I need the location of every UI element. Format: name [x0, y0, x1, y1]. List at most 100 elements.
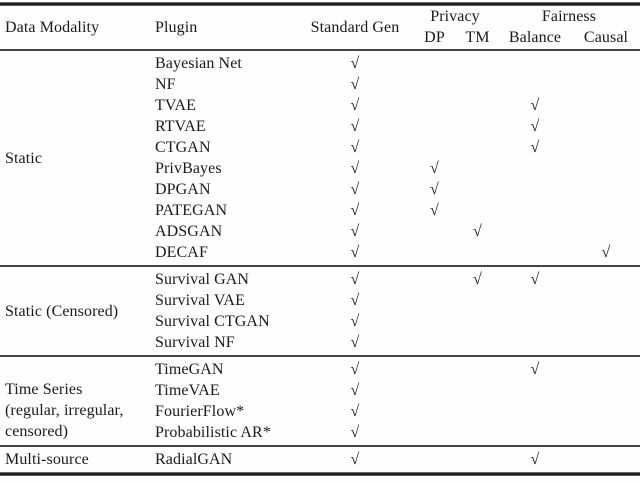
modality-label-line: Multi-source [5, 451, 89, 468]
table-row: Bayesian Net √ [150, 53, 640, 74]
plugin-name: NF [155, 76, 176, 93]
table-row: ADSGAN √ √ [150, 221, 640, 242]
table-row: FourierFlow* √ [150, 401, 640, 422]
header-plugin: Plugin [155, 18, 198, 36]
top-rule [0, 2, 640, 6]
table-row: DECAF √ √ [150, 242, 640, 263]
plugin-name: Bayesian Net [155, 55, 242, 72]
modality-label-line: Time Series [5, 381, 83, 398]
check-cell-standard-gen: √ [350, 223, 360, 240]
check-cell-standard-gen: √ [350, 55, 360, 72]
modality-label-line: censored) [5, 423, 69, 440]
plugin-name: Probabilistic AR* [155, 424, 271, 441]
modality-label: Time Series (regular, irregular, censore… [0, 359, 150, 443]
group-rows: RadialGAN √ √ [150, 449, 640, 470]
header-data-modality: Data Modality [5, 18, 100, 36]
check-cell-balance: √ [530, 139, 540, 156]
table-row: CTGAN √ √ [150, 137, 640, 158]
modality-label-line: Static [5, 149, 43, 167]
check-cell-standard-gen: √ [350, 118, 360, 135]
group-rows: Survival GAN √ √ √ Survival VAE √ Surviv… [150, 269, 640, 353]
table-row: PATEGAN √ √ [150, 200, 640, 221]
plugin-name: Survival NF [155, 334, 235, 351]
header-tm: TM [465, 29, 490, 46]
modality-label: Multi-source [0, 449, 150, 470]
table-row: Survival NF √ [150, 332, 640, 353]
plugin-name: TVAE [155, 97, 196, 114]
plugin-name: TimeGAN [155, 361, 224, 378]
modality-group-multi-source: Multi-source RadialGAN √ √ [0, 447, 640, 472]
table-header: Data Modality Plugin Standard Gen Privac… [0, 6, 640, 49]
plugin-name: TimeVAE [155, 382, 220, 399]
table-row: TimeGAN √ √ [150, 359, 640, 380]
check-cell-standard-gen: √ [350, 382, 360, 399]
check-cell-standard-gen: √ [350, 271, 360, 288]
group-separator-rule [0, 445, 640, 447]
group-rows: TimeGAN √ √ TimeVAE √ FourierFlow* √ [150, 359, 640, 443]
bottom-rule [0, 472, 640, 476]
modality-group-static: Static Bayesian Net √ NF √ TVAE √ [0, 51, 640, 265]
table-row: Survival VAE √ [150, 290, 640, 311]
group-separator-rule [0, 265, 640, 267]
header-balance: Balance [508, 29, 562, 46]
check-cell-standard-gen: √ [350, 424, 360, 441]
modality-group-time-series: Time Series (regular, irregular, censore… [0, 357, 640, 445]
modality-group-static-censored: Static (Censored) Survival GAN √ √ √ Sur… [0, 267, 640, 355]
check-cell-standard-gen: √ [350, 244, 360, 261]
check-cell-dp: √ [430, 181, 439, 198]
plugin-name: Survival GAN [155, 271, 250, 288]
check-cell-standard-gen: √ [350, 160, 360, 177]
table-row: PrivBayes √ √ [150, 158, 640, 179]
plugin-name: DECAF [155, 244, 208, 261]
check-cell-standard-gen: √ [350, 181, 360, 198]
group-rows: Bayesian Net √ NF √ TVAE √ √ [150, 53, 640, 263]
check-cell-standard-gen: √ [350, 202, 360, 219]
table-row: NF √ [150, 74, 640, 95]
table-row: RTVAE √ √ [150, 116, 640, 137]
plugin-name: RadialGAN [155, 451, 233, 468]
plugin-name: DPGAN [155, 181, 211, 198]
check-cell-dp: √ [430, 202, 439, 219]
group-separator-rule [0, 355, 640, 357]
header-causal: Causal [583, 29, 629, 46]
plugin-name: Survival CTGAN [155, 313, 270, 330]
table-row: TimeVAE √ [150, 380, 640, 401]
check-cell-dp: √ [430, 160, 439, 177]
check-cell-balance: √ [530, 271, 540, 288]
header-rule [0, 49, 640, 51]
plugin-name: CTGAN [155, 139, 211, 156]
table-row: Probabilistic AR* √ [150, 422, 640, 443]
header-privacy-group: Privacy [430, 7, 480, 25]
check-cell-standard-gen: √ [350, 361, 360, 378]
plugin-name: PATEGAN [155, 202, 228, 219]
header-fairness-group: Fairness [541, 7, 597, 25]
table-row: TVAE √ √ [150, 95, 640, 116]
table-row: RadialGAN √ √ [150, 449, 640, 470]
plugin-name: Survival VAE [155, 292, 245, 309]
check-cell-standard-gen: √ [350, 451, 360, 468]
plugin-name: RTVAE [155, 118, 206, 135]
check-cell-standard-gen: √ [350, 313, 360, 330]
table-row: DPGAN √ √ [150, 179, 640, 200]
modality-label-line: (regular, irregular, [5, 402, 124, 419]
plugin-name: ADSGAN [155, 223, 223, 240]
modality-label: Static [0, 53, 150, 263]
header-standard-gen: Standard Gen [310, 18, 400, 36]
modality-label: Static (Censored) [0, 269, 150, 353]
check-cell-balance: √ [530, 118, 540, 135]
check-cell-tm: √ [473, 271, 482, 288]
check-cell-causal: √ [601, 244, 611, 261]
check-cell-standard-gen: √ [350, 76, 360, 93]
modality-label-line: Static (Censored) [5, 302, 119, 320]
table-row: Survival GAN √ √ √ [150, 269, 640, 290]
check-cell-balance: √ [530, 451, 540, 468]
table-row: Survival CTGAN √ [150, 311, 640, 332]
check-cell-balance: √ [530, 97, 540, 114]
check-cell-standard-gen: √ [350, 334, 360, 351]
check-cell-balance: √ [530, 361, 540, 378]
check-cell-standard-gen: √ [350, 139, 360, 156]
plugin-name: PrivBayes [155, 160, 222, 177]
check-cell-standard-gen: √ [350, 292, 360, 309]
check-cell-standard-gen: √ [350, 97, 360, 114]
